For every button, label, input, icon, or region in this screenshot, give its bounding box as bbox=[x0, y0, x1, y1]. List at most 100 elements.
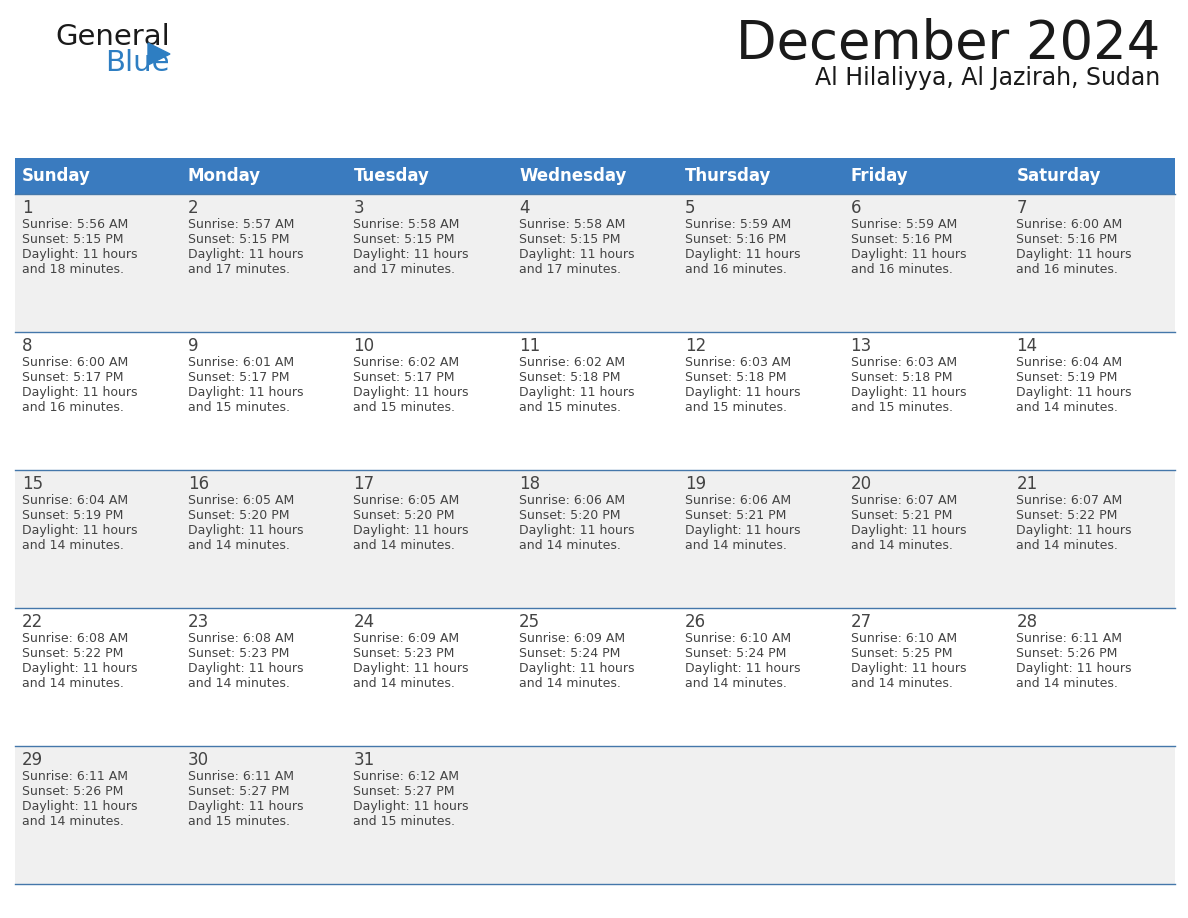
Text: Blue: Blue bbox=[105, 49, 170, 77]
Text: Daylight: 11 hours: Daylight: 11 hours bbox=[1016, 524, 1132, 537]
Text: 23: 23 bbox=[188, 613, 209, 631]
Text: and 14 minutes.: and 14 minutes. bbox=[1016, 401, 1118, 414]
Text: Sunset: 5:24 PM: Sunset: 5:24 PM bbox=[519, 647, 620, 660]
Text: and 14 minutes.: and 14 minutes. bbox=[519, 539, 621, 552]
Text: Sunrise: 6:02 AM: Sunrise: 6:02 AM bbox=[353, 356, 460, 369]
Text: Sunrise: 5:59 AM: Sunrise: 5:59 AM bbox=[684, 218, 791, 231]
Text: Friday: Friday bbox=[851, 167, 908, 185]
Text: 9: 9 bbox=[188, 337, 198, 355]
Text: 13: 13 bbox=[851, 337, 872, 355]
Text: and 15 minutes.: and 15 minutes. bbox=[851, 401, 953, 414]
Text: Sunrise: 6:05 AM: Sunrise: 6:05 AM bbox=[353, 494, 460, 507]
Text: Wednesday: Wednesday bbox=[519, 167, 626, 185]
Text: 25: 25 bbox=[519, 613, 541, 631]
Text: Sunrise: 6:09 AM: Sunrise: 6:09 AM bbox=[519, 632, 625, 645]
Text: and 14 minutes.: and 14 minutes. bbox=[851, 677, 953, 690]
Text: 17: 17 bbox=[353, 475, 374, 493]
Text: Sunrise: 6:12 AM: Sunrise: 6:12 AM bbox=[353, 770, 460, 783]
Text: Daylight: 11 hours: Daylight: 11 hours bbox=[851, 524, 966, 537]
Text: Sunrise: 6:04 AM: Sunrise: 6:04 AM bbox=[1016, 356, 1123, 369]
Text: Sunset: 5:21 PM: Sunset: 5:21 PM bbox=[684, 509, 786, 522]
Text: 11: 11 bbox=[519, 337, 541, 355]
Text: Daylight: 11 hours: Daylight: 11 hours bbox=[353, 662, 469, 675]
Text: Sunset: 5:27 PM: Sunset: 5:27 PM bbox=[353, 785, 455, 798]
Text: Sunset: 5:16 PM: Sunset: 5:16 PM bbox=[851, 233, 952, 246]
Text: Sunset: 5:20 PM: Sunset: 5:20 PM bbox=[188, 509, 289, 522]
Text: 4: 4 bbox=[519, 199, 530, 217]
Text: 22: 22 bbox=[23, 613, 43, 631]
Text: 1: 1 bbox=[23, 199, 32, 217]
Text: and 15 minutes.: and 15 minutes. bbox=[188, 815, 290, 828]
Polygon shape bbox=[148, 43, 170, 65]
Text: Sunrise: 6:05 AM: Sunrise: 6:05 AM bbox=[188, 494, 293, 507]
Text: Sunrise: 6:07 AM: Sunrise: 6:07 AM bbox=[851, 494, 956, 507]
Text: Daylight: 11 hours: Daylight: 11 hours bbox=[519, 662, 634, 675]
Text: Daylight: 11 hours: Daylight: 11 hours bbox=[23, 386, 138, 399]
Text: Daylight: 11 hours: Daylight: 11 hours bbox=[188, 800, 303, 813]
Text: Daylight: 11 hours: Daylight: 11 hours bbox=[519, 248, 634, 261]
Text: Daylight: 11 hours: Daylight: 11 hours bbox=[188, 524, 303, 537]
Text: 30: 30 bbox=[188, 751, 209, 769]
Text: Sunset: 5:15 PM: Sunset: 5:15 PM bbox=[23, 233, 124, 246]
Text: and 18 minutes.: and 18 minutes. bbox=[23, 263, 124, 276]
Text: and 17 minutes.: and 17 minutes. bbox=[188, 263, 290, 276]
Text: Daylight: 11 hours: Daylight: 11 hours bbox=[684, 662, 801, 675]
Text: and 15 minutes.: and 15 minutes. bbox=[519, 401, 621, 414]
Text: and 14 minutes.: and 14 minutes. bbox=[684, 677, 786, 690]
Bar bbox=[15, 470, 1175, 608]
Text: 28: 28 bbox=[1016, 613, 1037, 631]
Text: Daylight: 11 hours: Daylight: 11 hours bbox=[851, 386, 966, 399]
Text: 19: 19 bbox=[684, 475, 706, 493]
Text: Sunset: 5:27 PM: Sunset: 5:27 PM bbox=[188, 785, 289, 798]
Text: Daylight: 11 hours: Daylight: 11 hours bbox=[188, 248, 303, 261]
Text: and 14 minutes.: and 14 minutes. bbox=[353, 539, 455, 552]
Text: Sunrise: 6:11 AM: Sunrise: 6:11 AM bbox=[1016, 632, 1123, 645]
Text: Sunset: 5:18 PM: Sunset: 5:18 PM bbox=[684, 371, 786, 384]
Text: Sunrise: 6:10 AM: Sunrise: 6:10 AM bbox=[684, 632, 791, 645]
Text: Sunrise: 6:03 AM: Sunrise: 6:03 AM bbox=[684, 356, 791, 369]
Text: and 14 minutes.: and 14 minutes. bbox=[188, 677, 290, 690]
Text: Sunrise: 6:06 AM: Sunrise: 6:06 AM bbox=[519, 494, 625, 507]
Text: Sunset: 5:17 PM: Sunset: 5:17 PM bbox=[353, 371, 455, 384]
Text: Daylight: 11 hours: Daylight: 11 hours bbox=[684, 248, 801, 261]
Text: Sunset: 5:23 PM: Sunset: 5:23 PM bbox=[188, 647, 289, 660]
Text: 24: 24 bbox=[353, 613, 374, 631]
Text: Sunset: 5:24 PM: Sunset: 5:24 PM bbox=[684, 647, 786, 660]
Text: Sunset: 5:21 PM: Sunset: 5:21 PM bbox=[851, 509, 952, 522]
Text: 21: 21 bbox=[1016, 475, 1037, 493]
Text: Sunrise: 6:11 AM: Sunrise: 6:11 AM bbox=[188, 770, 293, 783]
Text: and 14 minutes.: and 14 minutes. bbox=[1016, 539, 1118, 552]
Text: Sunset: 5:18 PM: Sunset: 5:18 PM bbox=[519, 371, 620, 384]
Text: Sunset: 5:17 PM: Sunset: 5:17 PM bbox=[188, 371, 289, 384]
Text: Sunset: 5:23 PM: Sunset: 5:23 PM bbox=[353, 647, 455, 660]
Text: and 14 minutes.: and 14 minutes. bbox=[188, 539, 290, 552]
Text: Daylight: 11 hours: Daylight: 11 hours bbox=[23, 662, 138, 675]
Text: and 14 minutes.: and 14 minutes. bbox=[23, 539, 124, 552]
Text: Sunset: 5:22 PM: Sunset: 5:22 PM bbox=[1016, 509, 1118, 522]
Text: Daylight: 11 hours: Daylight: 11 hours bbox=[188, 386, 303, 399]
Text: Sunrise: 6:11 AM: Sunrise: 6:11 AM bbox=[23, 770, 128, 783]
Text: Sunrise: 6:07 AM: Sunrise: 6:07 AM bbox=[1016, 494, 1123, 507]
Text: Saturday: Saturday bbox=[1016, 167, 1101, 185]
Text: 26: 26 bbox=[684, 613, 706, 631]
Text: Sunset: 5:15 PM: Sunset: 5:15 PM bbox=[519, 233, 620, 246]
Text: 27: 27 bbox=[851, 613, 872, 631]
Text: 16: 16 bbox=[188, 475, 209, 493]
Text: 14: 14 bbox=[1016, 337, 1037, 355]
Text: Sunrise: 5:57 AM: Sunrise: 5:57 AM bbox=[188, 218, 295, 231]
Text: Sunset: 5:22 PM: Sunset: 5:22 PM bbox=[23, 647, 124, 660]
Text: Daylight: 11 hours: Daylight: 11 hours bbox=[684, 524, 801, 537]
Text: Daylight: 11 hours: Daylight: 11 hours bbox=[23, 800, 138, 813]
Text: Sunset: 5:18 PM: Sunset: 5:18 PM bbox=[851, 371, 952, 384]
Text: Sunrise: 6:04 AM: Sunrise: 6:04 AM bbox=[23, 494, 128, 507]
Text: Sunset: 5:17 PM: Sunset: 5:17 PM bbox=[23, 371, 124, 384]
Text: 10: 10 bbox=[353, 337, 374, 355]
Text: Daylight: 11 hours: Daylight: 11 hours bbox=[353, 800, 469, 813]
Text: December 2024: December 2024 bbox=[735, 18, 1159, 70]
Text: Daylight: 11 hours: Daylight: 11 hours bbox=[851, 662, 966, 675]
Text: and 14 minutes.: and 14 minutes. bbox=[23, 677, 124, 690]
Text: Al Hilaliyya, Al Jazirah, Sudan: Al Hilaliyya, Al Jazirah, Sudan bbox=[815, 66, 1159, 90]
Text: and 15 minutes.: and 15 minutes. bbox=[684, 401, 786, 414]
Text: 31: 31 bbox=[353, 751, 374, 769]
Text: Daylight: 11 hours: Daylight: 11 hours bbox=[353, 248, 469, 261]
